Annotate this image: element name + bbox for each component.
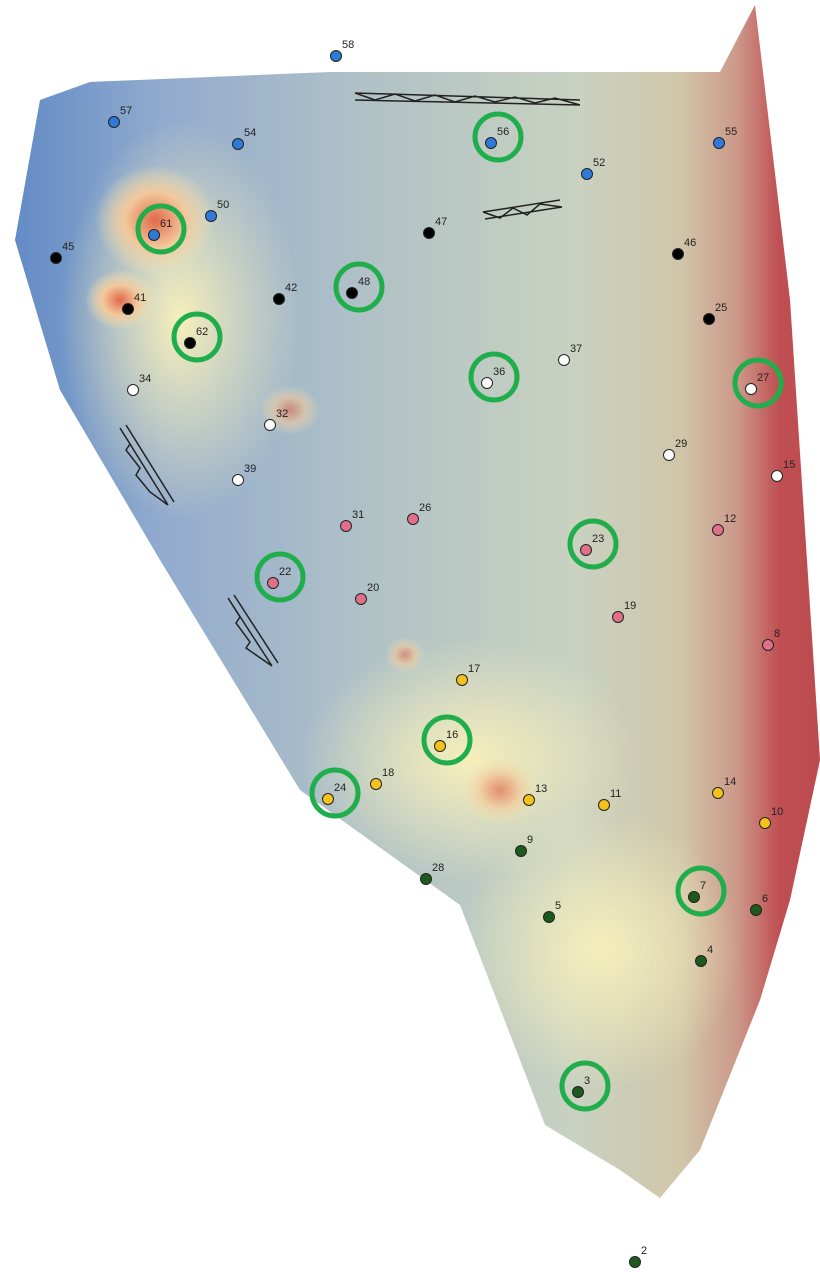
- station-marker: [435, 741, 446, 752]
- station-label: 61: [160, 218, 172, 230]
- station-label: 23: [592, 533, 604, 545]
- station-label: 13: [535, 783, 547, 795]
- station-label: 12: [724, 513, 736, 525]
- station-marker: [128, 385, 139, 396]
- station-marker: [689, 892, 700, 903]
- station-marker: [149, 230, 160, 241]
- station-label: 47: [435, 216, 447, 228]
- station-label: 50: [217, 199, 229, 211]
- station-marker: [185, 338, 196, 349]
- station-label: 2: [641, 1245, 647, 1257]
- station-label: 37: [570, 343, 582, 355]
- station-label: 62: [196, 326, 208, 338]
- station-marker: [581, 545, 592, 556]
- station-label: 52: [593, 157, 605, 169]
- station-label: 16: [446, 729, 458, 741]
- station-marker: [233, 475, 244, 486]
- station-marker: [714, 138, 725, 149]
- station-marker: [233, 139, 244, 150]
- station-marker: [482, 378, 493, 389]
- station-label: 10: [771, 806, 783, 818]
- station-marker: [265, 420, 276, 431]
- station-label: 54: [244, 127, 256, 139]
- station-marker: [516, 846, 527, 857]
- station-marker: [696, 956, 707, 967]
- station-label: 41: [134, 292, 146, 304]
- station-marker: [524, 795, 535, 806]
- station-label: 48: [358, 276, 370, 288]
- station-label: 11: [610, 788, 621, 800]
- station-label: 3: [584, 1075, 590, 1087]
- station-marker: [457, 675, 468, 686]
- station-label: 34: [139, 373, 151, 385]
- station-label: 19: [624, 600, 636, 612]
- station-marker: [123, 304, 134, 315]
- station-marker: [109, 117, 120, 128]
- station-marker: [347, 288, 358, 299]
- station-marker: [599, 800, 610, 811]
- station-marker: [51, 253, 62, 264]
- station-marker: [630, 1257, 641, 1268]
- station-label: 46: [684, 237, 696, 249]
- station-marker: [421, 874, 432, 885]
- station-marker: [573, 1087, 584, 1098]
- station-label: 45: [62, 241, 74, 253]
- station-marker: [206, 211, 217, 222]
- station-label: 6: [762, 893, 768, 905]
- station-label: 8: [774, 628, 780, 640]
- station-label: 5: [555, 900, 561, 912]
- station-label: 58: [342, 39, 354, 51]
- bathymetry: [0, 0, 820, 1272]
- station-marker: [760, 818, 771, 829]
- station-marker: [751, 905, 762, 916]
- station-marker: [713, 525, 724, 536]
- station-marker: [424, 228, 435, 239]
- station-marker: [544, 912, 555, 923]
- station-label: 36: [493, 366, 505, 378]
- station-label: 27: [757, 372, 769, 384]
- station-label: 29: [675, 438, 687, 450]
- station-marker: [371, 779, 382, 790]
- station-marker: [763, 640, 774, 651]
- station-marker: [613, 612, 624, 623]
- station-marker: [664, 450, 675, 461]
- station-marker: [772, 471, 783, 482]
- station-marker: [559, 355, 570, 366]
- station-label: 18: [382, 767, 394, 779]
- station-label: 39: [244, 463, 256, 475]
- station-label: 24: [334, 782, 346, 794]
- station-marker: [746, 384, 757, 395]
- station-marker: [713, 788, 724, 799]
- station-marker: [356, 594, 367, 605]
- station-marker: [341, 521, 352, 532]
- station-label: 15: [783, 459, 795, 471]
- station-label: 4: [707, 944, 713, 956]
- map: 5857545655525061454746424841622537363427…: [0, 0, 820, 1272]
- station-label: 57: [120, 105, 132, 117]
- station-label: 20: [367, 582, 379, 594]
- station-label: 55: [725, 126, 737, 138]
- station-label: 22: [279, 566, 291, 578]
- station-label: 7: [700, 880, 706, 892]
- station-marker: [673, 249, 684, 260]
- station-marker: [408, 514, 419, 525]
- station-label: 25: [715, 302, 727, 314]
- station-marker: [486, 138, 497, 149]
- station-marker: [331, 51, 342, 62]
- station-label: 42: [285, 282, 297, 294]
- station-marker: [274, 294, 285, 305]
- station-label: 26: [419, 502, 431, 514]
- station-label: 32: [276, 408, 288, 420]
- station-label: 56: [497, 126, 509, 138]
- station-marker: [268, 578, 279, 589]
- station-label: 31: [352, 509, 364, 521]
- station-label: 9: [527, 834, 533, 846]
- station-marker: [323, 794, 334, 805]
- station-marker: [704, 314, 715, 325]
- station-label: 28: [432, 862, 444, 874]
- station-label: 14: [724, 776, 736, 788]
- station-label: 17: [468, 663, 480, 675]
- station-marker: [582, 169, 593, 180]
